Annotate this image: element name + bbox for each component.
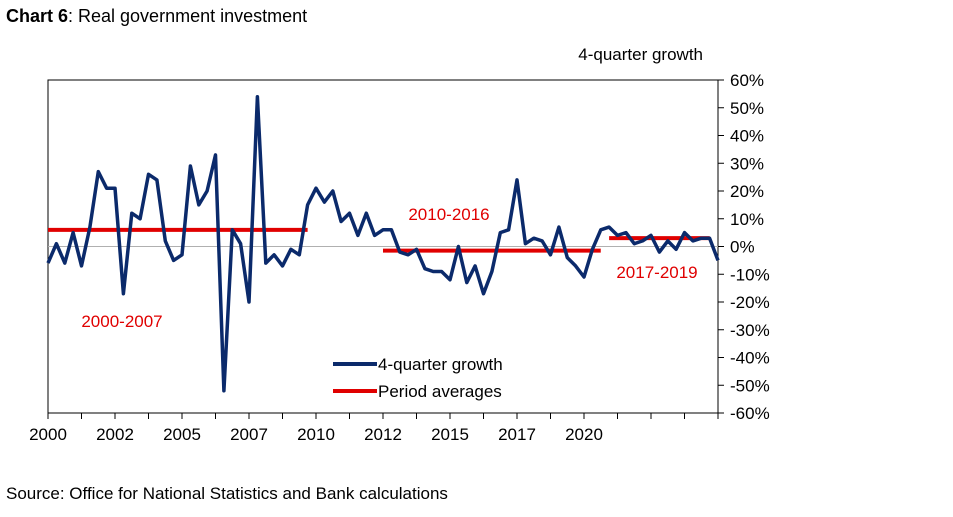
period-label: 2000-2007 — [81, 312, 162, 331]
x-tick-label: 2002 — [96, 425, 134, 444]
y-tick-label: -60% — [730, 404, 770, 423]
y-tick-label: -30% — [730, 321, 770, 340]
y-tick-label: -50% — [730, 376, 770, 395]
source-note: Source: Office for National Statistics a… — [6, 484, 448, 503]
y-axis-title: 4-quarter growth — [578, 45, 703, 64]
x-tick-label: 2007 — [230, 425, 268, 444]
y-tick-label: 60% — [730, 71, 764, 90]
y-tick-label: 10% — [730, 210, 764, 229]
y-tick-label: 50% — [730, 99, 764, 118]
x-tick-label: 2015 — [431, 425, 469, 444]
chart-title-bold: Chart 6 — [6, 6, 69, 26]
x-tick-label: 2010 — [297, 425, 335, 444]
chart-title: Chart 6: Real government investment — [6, 6, 307, 27]
x-tick-label: 2020 — [565, 425, 603, 444]
y-tick-label: 40% — [730, 127, 764, 146]
y-tick-label: -10% — [730, 265, 770, 284]
y-tick-label: -40% — [730, 349, 770, 368]
legend-label: 4-quarter growth — [378, 355, 503, 374]
legend-label: Period averages — [378, 382, 502, 401]
x-tick-label: 2012 — [364, 425, 402, 444]
series-line-4q-growth — [46, 94, 720, 393]
y-tick-label: -20% — [730, 293, 770, 312]
period-label: 2010-2016 — [408, 205, 489, 224]
period-label: 2017-2019 — [616, 263, 697, 282]
y-tick-label: 30% — [730, 154, 764, 173]
x-tick-label: 2000 — [29, 425, 67, 444]
x-tick-label: 2017 — [498, 425, 536, 444]
chart-title-rest: : Real government investment — [68, 6, 308, 26]
y-tick-label: 20% — [730, 182, 764, 201]
x-tick-label: 2005 — [163, 425, 201, 444]
y-tick-label: 0% — [730, 238, 755, 257]
